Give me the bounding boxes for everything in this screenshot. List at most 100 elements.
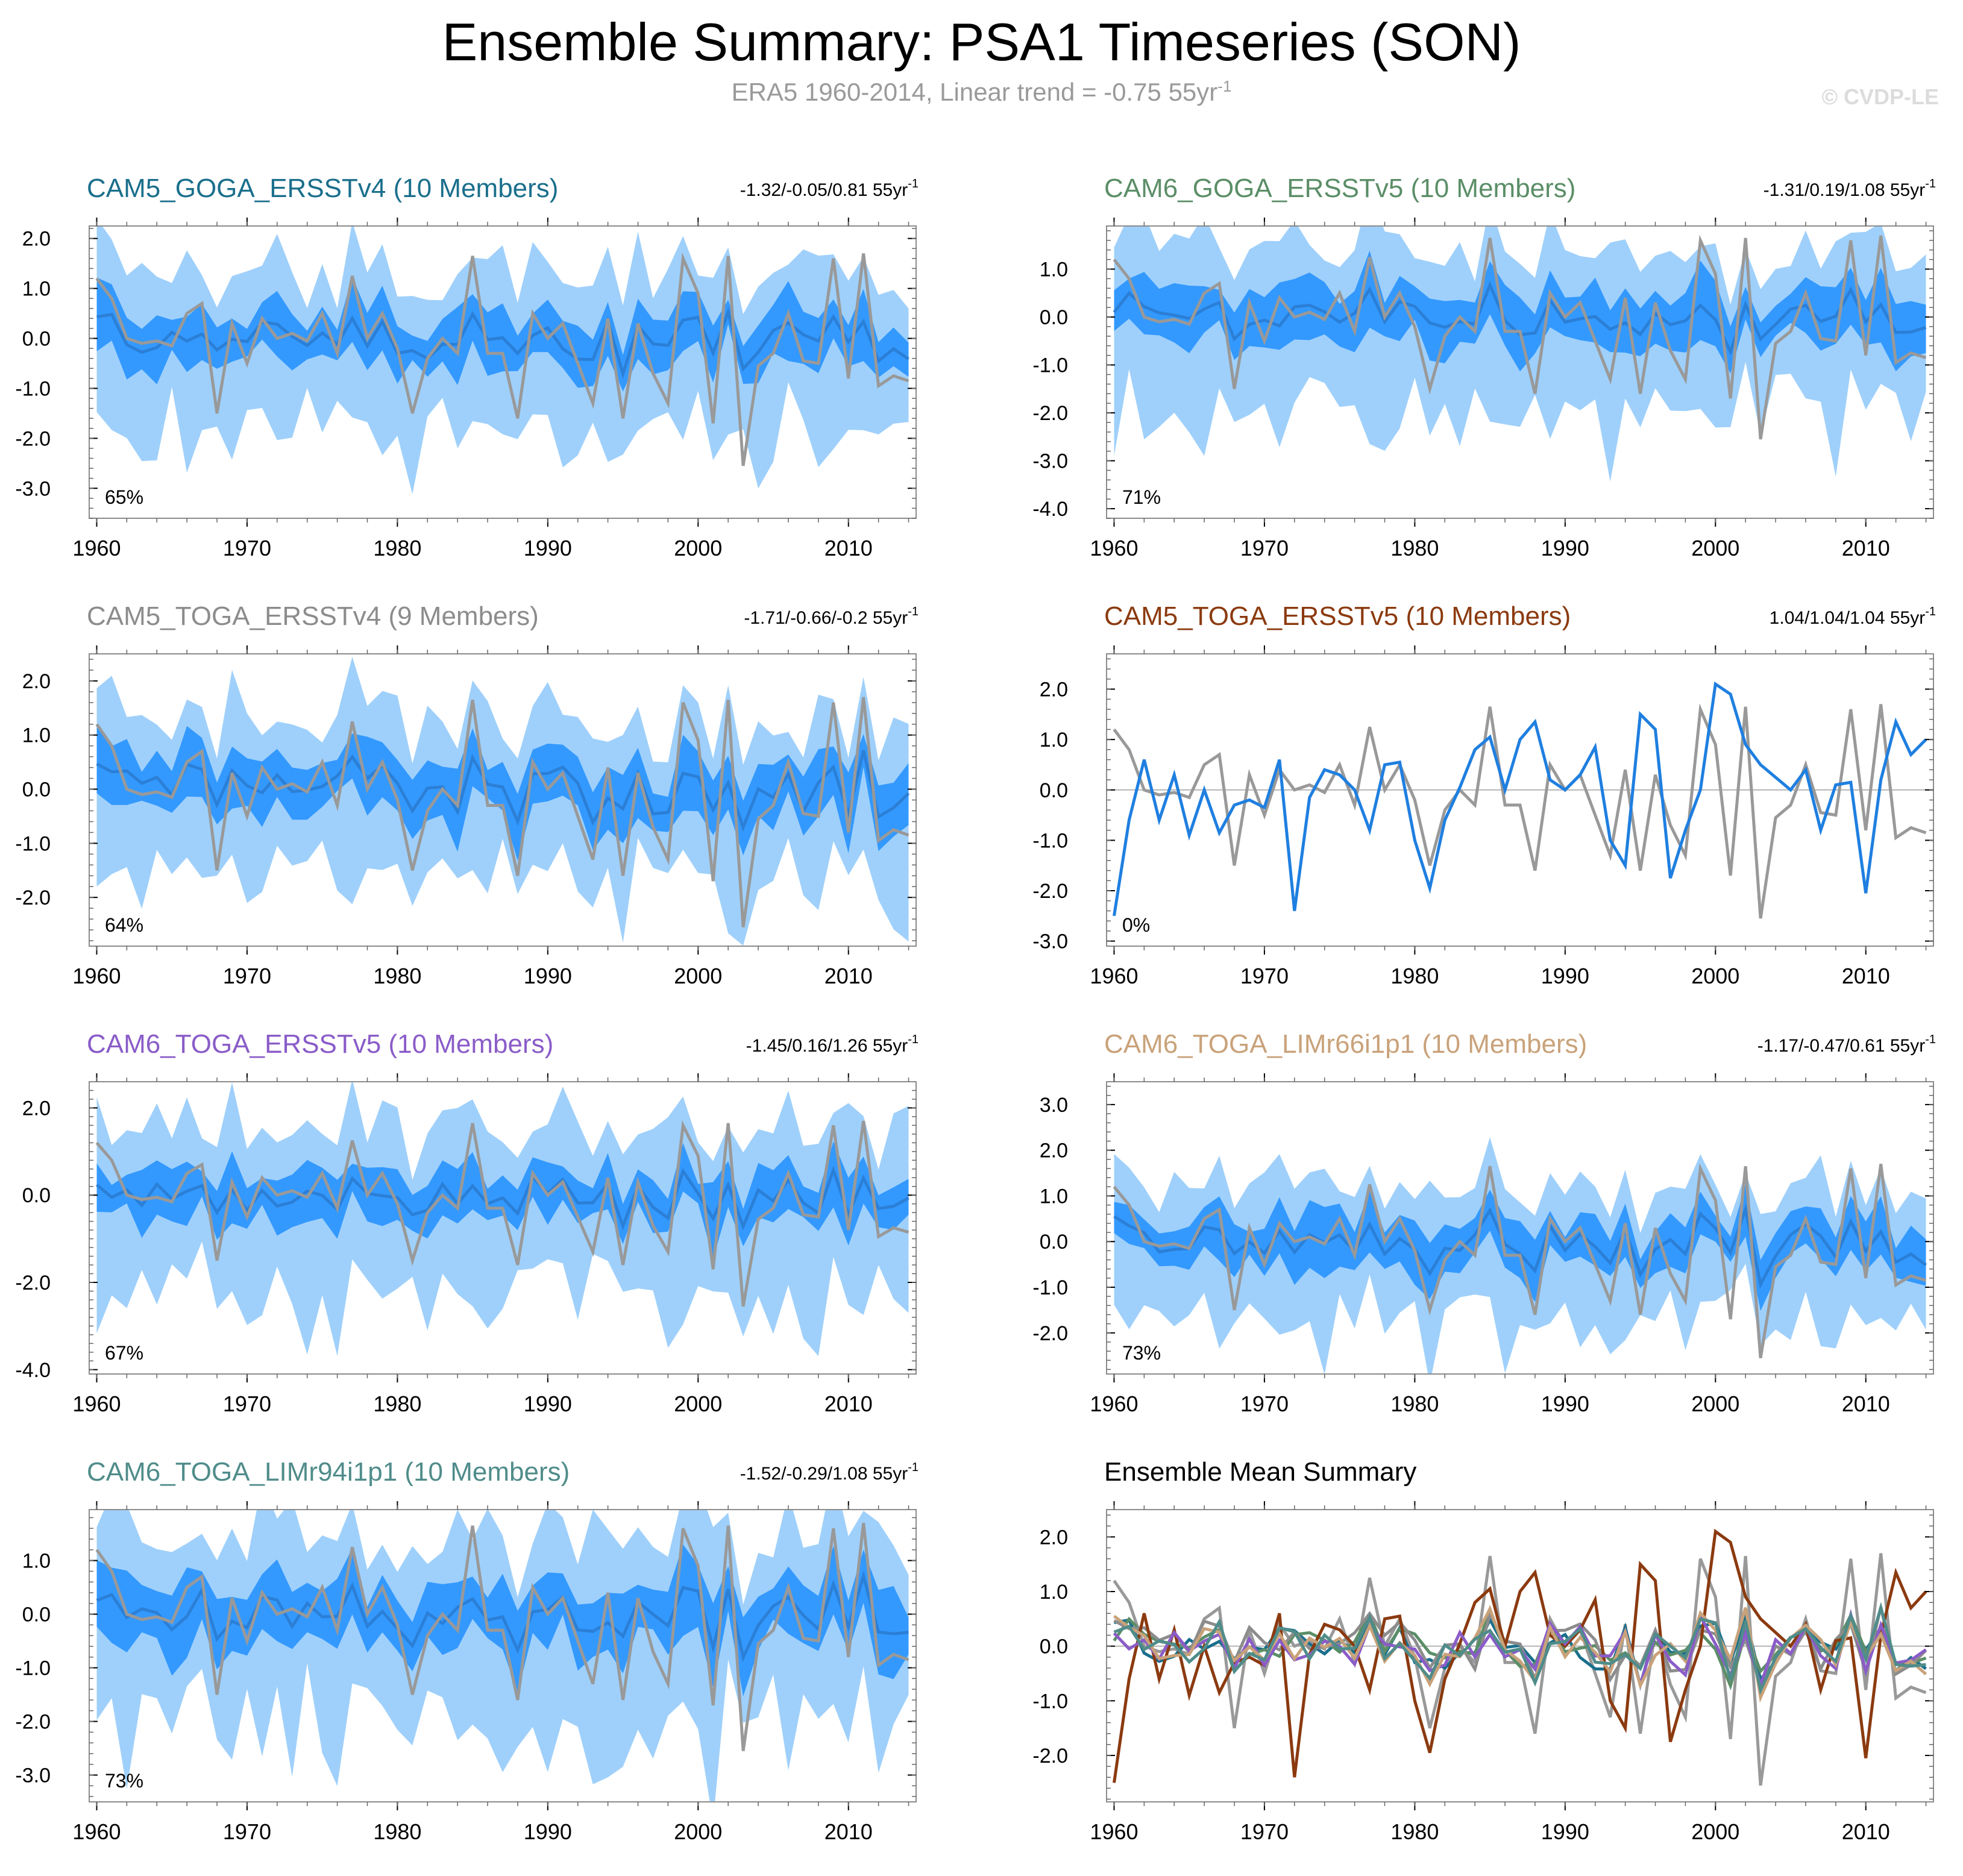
trend-label: -1.31/0.19/1.08 55yr-1 [1764, 177, 1936, 200]
y-tick-label: 0.0 [1040, 779, 1068, 802]
y-tick-label: -3.0 [1032, 930, 1068, 953]
observed-line [95, 1120, 909, 1307]
y-tick-label: 0.0 [22, 1184, 51, 1207]
y-tick-label: -2.0 [1032, 1745, 1068, 1768]
y-tick-label: 1.0 [22, 1550, 51, 1573]
y-tick-label: -4.0 [15, 1359, 51, 1382]
panel-title: CAM6_TOGA_LIMr94i1p1 (10 Members) [87, 1457, 570, 1487]
plot-frame [89, 1509, 917, 1802]
y-tick-label: 2.0 [22, 670, 51, 693]
observed-line [95, 1522, 909, 1751]
x-tick-label: 1980 [373, 964, 421, 988]
y-tick-label: -2.0 [1032, 1322, 1068, 1345]
y-tick-label: -2.0 [15, 1272, 51, 1294]
plot-area [89, 656, 916, 946]
y-tick-label: 2.0 [22, 1097, 51, 1120]
y-tick-label: 0.0 [22, 1604, 51, 1627]
page-title: Ensemble Summary: PSA1 Timeseries (SON) [442, 12, 1521, 72]
y-tick-label: -1.0 [15, 1657, 51, 1680]
plot-area [89, 1510, 916, 1802]
x-tick-label: 2010 [1842, 964, 1890, 988]
percent-label: 73% [1122, 1342, 1161, 1364]
percent-label: 65% [105, 486, 143, 508]
panel-6: CAM6_TOGA_LIMr66i1p1 (10 Members) -1.17/-… [1032, 1029, 1936, 1416]
x-tick-label: 2010 [1842, 1391, 1890, 1416]
y-tick-label: -4.0 [1032, 498, 1068, 521]
panel-5: CAM6_TOGA_ERSSTv5 (10 Members) -1.45/0.16… [15, 1029, 919, 1416]
y-tick-label: 2.0 [1040, 679, 1068, 701]
percent-label: 71% [1122, 486, 1161, 508]
panel-3: CAM5_TOGA_ERSSTv4 (9 Members) -1.71/-0.66… [15, 601, 919, 988]
y-tick-label: -2.0 [15, 1711, 51, 1734]
summary-series-4 [1113, 1528, 1927, 1783]
x-tick-label: 1970 [223, 536, 271, 560]
plot-area [1107, 226, 1933, 482]
x-tick-label: 1980 [1390, 1819, 1439, 1844]
y-tick-label: 0.0 [22, 779, 51, 802]
x-tick-label: 1990 [524, 964, 572, 988]
x-tick-label: 1990 [1541, 1819, 1589, 1844]
panel-title: Ensemble Mean Summary [1104, 1457, 1416, 1487]
y-tick-label: 1.0 [1040, 729, 1068, 751]
observed-line [1113, 234, 1927, 440]
x-tick-label: 1990 [524, 1391, 572, 1416]
x-tick-label: 2010 [824, 1391, 873, 1416]
watermark: © CVDP-LE [1821, 84, 1939, 109]
summary-series-7 [1113, 1602, 1926, 1695]
y-tick-label: 1.0 [1040, 1185, 1068, 1208]
panel-8: Ensemble Mean Summary 2.0 1.0 0.0 -1.0 -2.0 19… [1032, 1457, 1934, 1844]
trend-label: -1.52/-0.29/1.08 55yr-1 [740, 1461, 919, 1484]
outer-spread-band [96, 1510, 909, 1802]
x-tick-label: 1990 [1541, 536, 1589, 560]
x-tick-label: 1960 [72, 1819, 121, 1844]
panel-1: CAM5_GOGA_ERSSTv4 (10 Members) -1.32/-0.0… [15, 174, 919, 560]
x-tick-label: 1970 [1240, 536, 1289, 560]
plot-frame [89, 1081, 917, 1375]
plot-frame [1106, 653, 1934, 947]
x-tick-label: 2000 [674, 964, 722, 988]
plot-area [1107, 681, 1933, 919]
x-tick-label: 1970 [1240, 1391, 1289, 1416]
x-tick-label: 1960 [72, 964, 121, 988]
panel-2: CAM6_GOGA_ERSSTv5 (10 Members) -1.31/0.19… [1032, 174, 1936, 560]
percent-label: 64% [105, 914, 143, 936]
y-tick-label: -3.0 [15, 477, 51, 500]
x-tick-label: 1990 [1541, 1391, 1589, 1416]
y-tick-label: -2.0 [15, 427, 51, 450]
x-tick-label: 2000 [1691, 1819, 1739, 1844]
y-tick-label: -3.0 [1032, 450, 1068, 473]
x-tick-label: 1990 [524, 536, 572, 560]
x-tick-label: 1970 [223, 1391, 271, 1416]
y-tick-label: -1.0 [15, 832, 51, 855]
trend-label: -1.32/-0.05/0.81 55yr-1 [740, 177, 919, 200]
x-tick-label: 1980 [1390, 1391, 1439, 1416]
x-tick-label: 2000 [674, 1391, 722, 1416]
x-tick-label: 1990 [1541, 964, 1589, 988]
plot-frame [1106, 1081, 1934, 1375]
ensemble-mean-line [96, 307, 909, 380]
plot-frame [1106, 1509, 1934, 1802]
x-tick-label: 2000 [1691, 1391, 1739, 1416]
y-tick-label: 1.0 [22, 278, 51, 301]
x-tick-label: 2010 [1842, 536, 1890, 560]
subtitle-text: ERA5 1960-2014, Linear trend = -0.75 55y… [731, 78, 1218, 106]
trend-label: -1.45/0.16/1.26 55yr-1 [746, 1033, 919, 1056]
panel-title: CAM6_GOGA_ERSSTv5 (10 Members) [1104, 174, 1575, 203]
y-tick-label: -3.0 [15, 1765, 51, 1787]
x-tick-label: 2000 [674, 536, 722, 560]
plot-area [89, 1082, 916, 1357]
x-tick-label: 2000 [674, 1819, 722, 1844]
y-tick-label: 2.0 [22, 228, 51, 251]
panel-title: CAM5_GOGA_ERSSTv4 (10 Members) [87, 174, 558, 203]
ensemble-mean-line [96, 1570, 909, 1663]
y-tick-label: 2.0 [1040, 1140, 1068, 1162]
y-tick-label: -1.0 [1032, 1690, 1068, 1713]
ensemble-mean-line [96, 750, 910, 832]
subtitle-superscript: -1 [1217, 77, 1232, 95]
x-tick-label: 1960 [72, 536, 121, 560]
plot-frame [1106, 225, 1934, 519]
x-tick-label: 1970 [223, 964, 271, 988]
trend-label: 1.04/1.04/1.04 55yr-1 [1770, 605, 1936, 628]
panel-title: CAM6_TOGA_LIMr66i1p1 (10 Members) [1104, 1029, 1587, 1059]
